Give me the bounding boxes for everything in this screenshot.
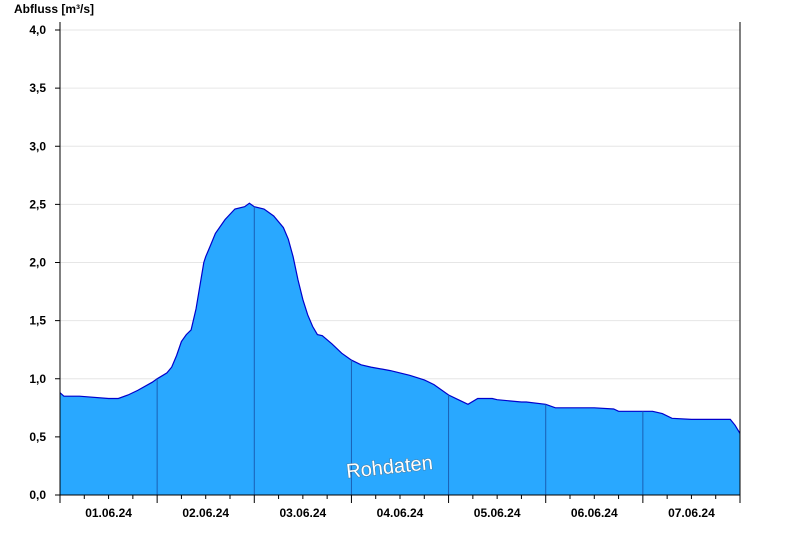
- y-tick-label: 4,0: [29, 23, 46, 37]
- y-tick-label: 3,0: [29, 139, 46, 153]
- y-tick-label: 3,5: [29, 81, 46, 95]
- y-tick-label: 1,0: [29, 372, 46, 386]
- y-ticks: 0,0 0,5 1,0 1,5 2,0 2,5 3,0 3,5 4,0: [29, 23, 60, 502]
- y-tick-label: 0,0: [29, 488, 46, 502]
- y-tick-label: 2,0: [29, 256, 46, 270]
- y-tick-label: 2,5: [29, 197, 46, 211]
- discharge-area: [60, 203, 740, 495]
- x-ticks: 01.06.24 02.06.24 03.06.24 04.06.24 05.06.24…: [59, 495, 741, 520]
- x-tick-label: 02.06.24: [182, 506, 229, 520]
- x-tick-label: 05.06.24: [474, 506, 521, 520]
- x-tick-label: 07.06.24: [668, 506, 715, 520]
- y-tick-label: 1,5: [29, 314, 46, 328]
- y-axis-label: Abfluss [m³/s]: [14, 2, 94, 16]
- x-tick-label: 04.06.24: [377, 506, 424, 520]
- y-tick-label: 0,5: [29, 430, 46, 444]
- discharge-line: [59, 202, 741, 434]
- x-tick-label: 01.06.24: [85, 506, 132, 520]
- day-divider-lines: [156, 206, 644, 495]
- x-tick-label: 03.06.24: [279, 506, 326, 520]
- x-tick-label: 06.06.24: [571, 506, 618, 520]
